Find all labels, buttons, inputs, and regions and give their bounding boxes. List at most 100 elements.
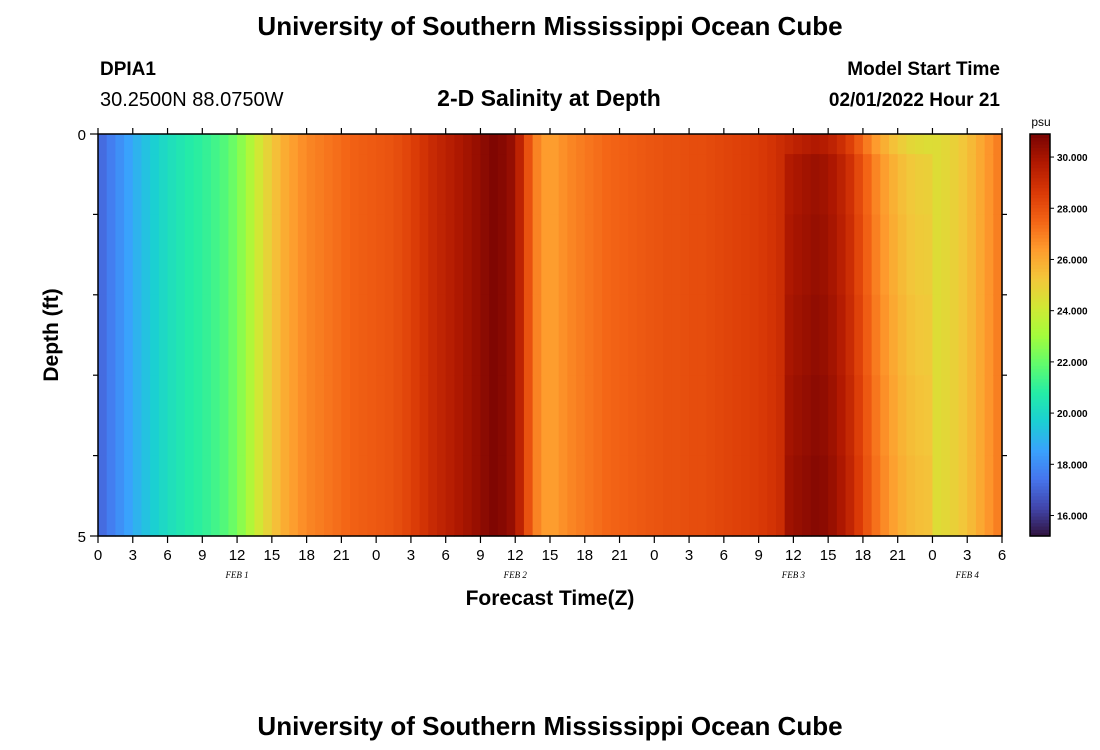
heatmap-cell — [237, 455, 247, 537]
heatmap-cell — [671, 455, 681, 537]
heatmap-cell — [280, 375, 290, 457]
heatmap-cell — [167, 375, 177, 457]
heatmap-cell — [845, 154, 855, 215]
heatmap-cell — [184, 455, 195, 537]
heatmap-cell — [602, 294, 612, 376]
heatmap-cell — [489, 214, 499, 296]
colorbar-segment — [1030, 512, 1050, 517]
heatmap-cell — [732, 375, 742, 457]
heatmap-cell — [437, 154, 447, 215]
heatmap-cell — [958, 134, 968, 155]
heatmap-cell — [906, 294, 916, 376]
heatmap-cell — [393, 375, 403, 457]
heatmap-cell — [315, 214, 325, 296]
heatmap-cell — [958, 214, 968, 296]
heatmap-cell — [793, 154, 803, 215]
heatmap-cell — [880, 154, 890, 215]
date-label: FEB 1 — [224, 570, 248, 580]
colorbar-segment — [1030, 519, 1050, 524]
heatmap-cell — [732, 214, 742, 296]
heatmap-cell — [723, 214, 734, 296]
colorbar-segment — [1030, 391, 1050, 396]
colorbar-segment — [1030, 479, 1050, 483]
heatmap-cell — [550, 134, 560, 155]
heatmap-cell — [193, 154, 203, 215]
x-tick-label: 0 — [928, 547, 936, 564]
colorbar-segment — [1030, 174, 1050, 179]
heatmap-cell — [776, 455, 786, 537]
heatmap-cell — [297, 214, 308, 296]
heatmap-cell — [193, 455, 203, 537]
heatmap-cell — [289, 154, 299, 215]
heatmap-cell — [280, 455, 290, 537]
heatmap-cell — [202, 375, 212, 457]
colorbar-segment — [1030, 241, 1050, 246]
colorbar-segment — [1030, 465, 1050, 470]
colorbar-segment — [1030, 268, 1050, 272]
heatmap-cell — [723, 134, 734, 155]
heatmap-cell — [315, 455, 325, 537]
heatmap-cell — [367, 294, 377, 376]
heatmap-cell — [263, 134, 273, 155]
heatmap-cell — [324, 294, 334, 376]
heatmap-cell — [923, 154, 934, 215]
heatmap-cell — [410, 375, 421, 457]
heatmap-cell — [237, 134, 247, 155]
heatmap-cell — [854, 455, 864, 537]
heatmap-cell — [324, 455, 334, 537]
heatmap-cell — [793, 214, 803, 296]
heatmap-cell — [124, 455, 134, 537]
heatmap-cell — [184, 375, 195, 457]
heatmap-cell — [393, 455, 403, 537]
heatmap-cell — [150, 214, 160, 296]
heatmap-cell — [158, 134, 169, 155]
heatmap-cell — [706, 154, 716, 215]
heatmap-cell — [289, 294, 299, 376]
colorbar-segment — [1030, 227, 1050, 232]
colorbar-segment — [1030, 211, 1050, 215]
heatmap-cell — [758, 154, 768, 215]
colorbar-segment — [1030, 472, 1050, 477]
heatmap-cell — [141, 294, 151, 376]
heatmap-cell — [689, 375, 699, 457]
heatmap-cell — [158, 214, 169, 296]
heatmap-cell — [993, 375, 1003, 457]
heatmap-cell — [967, 294, 977, 376]
heatmap-cell — [463, 375, 473, 457]
colorbar-segment — [1030, 164, 1050, 169]
heatmap-cell — [428, 294, 438, 376]
heatmap-cell — [332, 455, 342, 537]
colorbar-segment — [1030, 355, 1050, 360]
heatmap-cell — [541, 134, 551, 155]
heatmap-cell — [941, 455, 951, 537]
heatmap-cell — [106, 455, 116, 537]
heatmap-cell — [671, 154, 681, 215]
heatmap-cell — [706, 455, 716, 537]
colorbar-segment — [1030, 318, 1050, 323]
heatmap-cell — [115, 134, 125, 155]
heatmap-cell — [384, 154, 395, 215]
heatmap-cell — [410, 455, 421, 537]
heatmap-cell — [219, 214, 229, 296]
heatmap-cell — [776, 154, 786, 215]
heatmap-cell — [167, 455, 177, 537]
heatmap-cell — [558, 134, 568, 155]
heatmap-cell — [828, 294, 838, 376]
heatmap-cell — [393, 214, 403, 296]
colorbar-segment — [1030, 298, 1050, 303]
colorbar-segment — [1030, 341, 1050, 346]
heatmap-cell — [367, 214, 377, 296]
heatmap-cell — [723, 455, 734, 537]
heatmap-cell — [358, 294, 369, 376]
heatmap-cell — [124, 214, 134, 296]
heatmap-cell — [584, 214, 595, 296]
heatmap-cell — [871, 294, 881, 376]
heatmap-cell — [889, 375, 899, 457]
y-tick-label: 0 — [78, 127, 86, 144]
heatmap-cell — [515, 134, 525, 155]
heatmap-cell — [271, 214, 282, 296]
heatmap-cell — [315, 294, 325, 376]
heatmap-cell — [489, 455, 499, 537]
heatmap-cell — [158, 294, 169, 376]
chart-subtitle: 2-D Salinity at Depth — [437, 85, 661, 111]
